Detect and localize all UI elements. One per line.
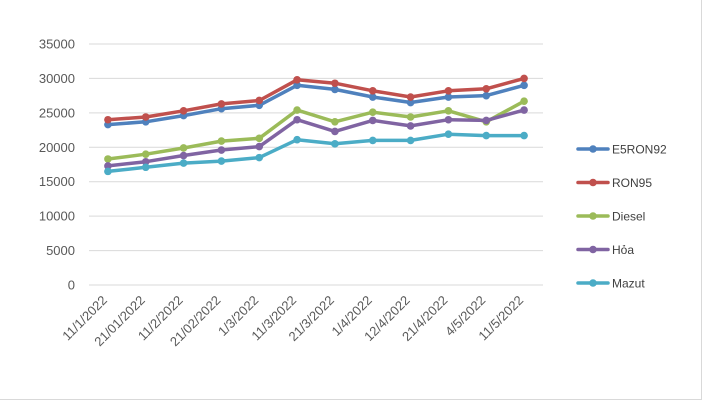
data-point [406, 93, 415, 101]
data-point [368, 87, 377, 95]
data-point [406, 98, 415, 107]
data-point [255, 153, 264, 162]
data-point [331, 127, 339, 136]
data-point [179, 159, 188, 167]
data-point [104, 167, 112, 176]
data-point [104, 162, 112, 170]
data-point [406, 122, 415, 130]
data-point [368, 116, 377, 125]
legend-label: RON95 [612, 176, 652, 190]
data-point [217, 146, 226, 154]
data-point [331, 118, 339, 126]
data-point [141, 163, 150, 172]
data-point [217, 137, 226, 145]
y-tick-label: 25000 [39, 105, 75, 120]
y-axis-ticks: 0 5000 10000 15000 20000 25000 30000 35000 [39, 37, 75, 293]
legend-label: Mazut [612, 277, 645, 291]
data-point [482, 91, 491, 100]
legend-swatch-marker [589, 212, 597, 220]
series-line [106, 108, 526, 168]
data-point [141, 113, 150, 121]
legend-swatch-marker [589, 279, 597, 287]
legend-item: Mazut [576, 277, 645, 291]
legend-item: Diesel [576, 210, 645, 224]
series-line [106, 99, 526, 161]
data-point [444, 93, 453, 101]
series-RON95 [104, 74, 528, 124]
data-point [444, 115, 453, 124]
data-point [331, 85, 339, 94]
data-point [368, 108, 377, 116]
data-point [368, 136, 377, 145]
series-lines [104, 74, 528, 176]
data-point [444, 106, 453, 115]
legend: E5RON92 RON95 Diesel Hỏa Mazut [576, 143, 667, 291]
data-point [520, 74, 528, 83]
legend-swatch-marker [589, 178, 597, 187]
data-point [104, 115, 112, 124]
legend-item: E5RON92 [576, 143, 667, 157]
data-point [141, 157, 150, 166]
series-Diesel [104, 97, 528, 163]
data-point [255, 134, 264, 143]
data-point [217, 100, 226, 108]
x-axis-ticks: 11/1/202221/01/202211/2/202221/02/20221/… [59, 293, 526, 350]
y-tick-label: 35000 [39, 37, 75, 52]
data-point [293, 115, 301, 124]
data-point [368, 93, 377, 101]
data-point [293, 106, 301, 114]
data-point [104, 155, 112, 163]
data-point [179, 144, 188, 152]
legend-label: Hỏa [612, 243, 634, 257]
data-point [406, 136, 415, 145]
legend-item: RON95 [576, 176, 652, 190]
data-point [520, 97, 528, 105]
data-point [331, 140, 339, 148]
data-point [520, 106, 528, 114]
y-tick-label: 0 [68, 278, 75, 293]
data-point [255, 96, 264, 105]
y-tick-label: 10000 [39, 209, 75, 224]
data-point [444, 87, 453, 95]
series-line [106, 132, 526, 174]
data-point [331, 79, 339, 88]
data-point [482, 131, 491, 140]
data-point [520, 131, 528, 140]
data-point [293, 81, 301, 90]
data-point [520, 81, 528, 90]
data-point [482, 84, 491, 93]
data-point [179, 151, 188, 160]
data-point [179, 106, 188, 115]
series-line [106, 83, 526, 127]
legend-label: Diesel [612, 210, 645, 224]
legend-item: Hỏa [576, 243, 634, 257]
y-tick-label: 15000 [39, 174, 75, 189]
data-point [482, 116, 491, 125]
legend-label: E5RON92 [612, 143, 667, 157]
data-point [406, 113, 415, 121]
data-point [293, 135, 301, 144]
y-tick-label: 30000 [39, 71, 75, 86]
series-Hỏa [104, 106, 528, 170]
series-line [106, 76, 526, 122]
series-Mazut [104, 130, 528, 176]
data-point [217, 157, 226, 165]
y-tick-label: 5000 [46, 243, 75, 258]
data-point [141, 150, 150, 158]
legend-swatch-marker [589, 145, 597, 153]
y-tick-label: 20000 [39, 140, 75, 155]
data-point [444, 130, 453, 139]
data-point [255, 142, 264, 151]
legend-swatch-marker [589, 245, 597, 254]
data-point [293, 76, 301, 84]
